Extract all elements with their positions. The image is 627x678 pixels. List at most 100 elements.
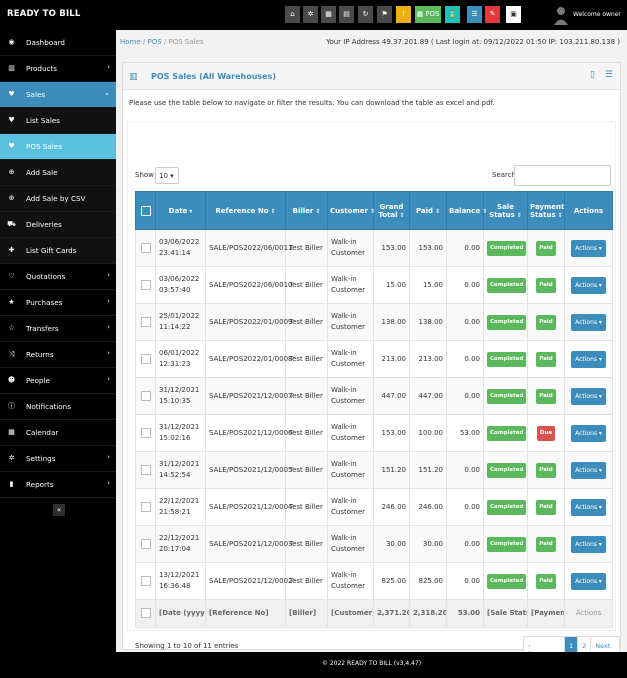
filter-sale-status[interactable]: [Sale Status] [483,599,528,628]
page-size-select[interactable]: 10 ▾ [155,167,179,184]
sidebar-item-settings[interactable]: ✲ Settings › [0,446,116,472]
row-checkbox-cell[interactable] [135,340,156,378]
row-checkbox[interactable] [140,316,151,327]
row-actions-button[interactable]: Actions ▾ [571,498,606,516]
footer-checkbox-cell[interactable] [135,599,156,628]
row-checkbox[interactable] [140,353,151,364]
sidebar-item-dashboard[interactable]: ◉ Dashboard [0,30,116,56]
sidebar-item-calendar[interactable]: ▦ Calendar [0,420,116,446]
row-checkbox-cell[interactable] [135,525,156,563]
sidebar-item-purchases[interactable]: ★ Purchases › [0,290,116,316]
table-row[interactable]: 22/12/2021 20:17:04 SALE/POS2021/12/0003 T… [135,525,613,563]
calendar-icon[interactable]: ▤ [339,6,354,23]
row-actions-button[interactable]: Actions ▾ [571,424,606,442]
gears-icon[interactable]: ✲ [303,6,318,23]
sidebar-item-add-sale[interactable]: ⊕ Add Sale [0,160,116,186]
table-row[interactable]: 31/12/2021 15:10:35 SALE/POS2021/12/0007 T… [135,377,613,415]
row-checkbox[interactable] [140,242,151,253]
col-reference[interactable]: Reference No ⇕ [205,191,286,230]
col-sale-status[interactable]: Sale Status ⇕ [483,191,528,230]
table-row[interactable]: 03/06/2022 03:57:40 SALE/POS2022/06/0010 T… [135,266,613,304]
row-checkbox-cell[interactable] [135,414,156,452]
breadcrumb-pos-link[interactable]: POS [147,38,162,46]
table-row[interactable]: 13/12/2021 16:36:48 SALE/POS2021/12/0002 T… [135,562,613,600]
collapse-sidebar-button[interactable]: « [53,504,65,516]
row-checkbox-cell[interactable] [135,451,156,489]
col-date[interactable]: Date ▾ [155,191,206,230]
row-checkbox[interactable] [140,279,151,290]
sidebar-item-pos-sales[interactable]: ♥ POS Sales [0,134,116,160]
row-actions-button[interactable]: Actions ▾ [571,387,606,405]
row-checkbox[interactable] [140,501,151,512]
col-paid[interactable]: Paid ⇕ [409,191,447,230]
mobile-view-icon[interactable]: ▯ [590,70,595,80]
grid-icon[interactable]: ▣ [506,6,521,23]
table-row[interactable]: 03/06/2022 23:41:14 SALE/POS2022/06/0011 T… [135,229,613,267]
hourglass-icon[interactable]: ⌛ [445,6,460,23]
filter-reference[interactable]: [Reference No] [205,599,286,628]
row-actions-button[interactable]: Actions ▾ [571,461,606,479]
row-checkbox-cell[interactable] [135,377,156,415]
edit-icon[interactable]: ✎ [485,6,500,23]
page-2-button[interactable]: 2 [578,637,592,654]
sidebar-item-deliveries[interactable]: ⛟ Deliveries [0,212,116,238]
filter-customer[interactable]: [Customer] [327,599,374,628]
row-checkbox[interactable] [140,464,151,475]
calculator-icon[interactable]: ▦ [321,6,336,23]
table-row[interactable]: 25/01/2022 11:14:22 SALE/POS2022/01/0009 T… [135,303,613,341]
col-grand-total[interactable]: Grand Total ⇕ [373,191,410,230]
page-1-button[interactable]: 1 [565,637,579,654]
table-row[interactable]: 31/12/2021 15:02:16 SALE/POS2021/12/0006 T… [135,414,613,452]
search-input[interactable] [514,165,611,186]
row-checkbox[interactable] [140,427,151,438]
pos-button[interactable]: ▦ POS [415,6,441,23]
sidebar-item-reports[interactable]: ▮ Reports › [0,472,116,498]
table-row[interactable]: 06/01/2022 12:31:23 SALE/POS2022/01/0008 T… [135,340,613,378]
sidebar-item-returns[interactable]: ⤨ Returns › [0,342,116,368]
row-actions-button[interactable]: Actions ▾ [571,276,606,294]
breadcrumb-home-link[interactable]: Home [120,38,141,46]
select-all-checkbox-header[interactable] [135,191,156,230]
row-checkbox-cell[interactable] [135,266,156,304]
sidebar-item-transfers[interactable]: ☆ Transfers › [0,316,116,342]
app-logo[interactable]: READY TO BILL [7,9,81,19]
sidebar-item-add-sale-by-csv[interactable]: ⊕ Add Sale by CSV [0,186,116,212]
table-row[interactable]: 22/12/2021 21:58:21 SALE/POS2021/12/0004 T… [135,488,613,526]
alert-icon[interactable]: ! [396,6,411,23]
sidebar-item-quotations[interactable]: ♡ Quotations › [0,264,116,290]
row-actions-button[interactable]: Actions ▾ [571,572,606,590]
sidebar-item-people[interactable]: ☻ People › [0,368,116,394]
col-biller[interactable]: Biller ⇕ [285,191,328,230]
row-checkbox-cell[interactable] [135,303,156,341]
user-avatar-icon[interactable] [553,5,569,25]
footer-checkbox[interactable] [140,608,151,618]
flag-icon[interactable]: ⚑ [377,6,392,23]
row-checkbox[interactable] [140,538,151,549]
row-actions-button[interactable]: Actions ▾ [571,239,606,257]
list-icon[interactable]: ☰ [467,6,482,23]
col-payment-status[interactable]: Payment Status ⇕ [527,191,565,230]
row-checkbox-cell[interactable] [135,562,156,600]
sidebar-item-products[interactable]: ▥ Products › [0,56,116,82]
tasks-menu-icon[interactable]: ☰ [604,70,613,80]
sidebar-item-sales[interactable]: ♥ Sales ⌄ [0,82,116,108]
filter-date[interactable]: [Date (yyyy-mm-dd)] [155,599,206,628]
table-row[interactable]: 31/12/2021 14:52:54 SALE/POS2021/12/0005 T… [135,451,613,489]
refresh-icon[interactable]: ↻ [358,6,373,23]
row-checkbox-cell[interactable] [135,229,156,267]
row-checkbox[interactable] [140,390,151,401]
col-balance[interactable]: Balance ⇕ [446,191,487,230]
sidebar-item-notifications[interactable]: ⓘ Notifications [0,394,116,420]
row-checkbox-cell[interactable] [135,488,156,526]
row-actions-button[interactable]: Actions ▾ [571,535,606,553]
welcome-user-menu[interactable]: Welcome owner [573,11,621,18]
sidebar-item-list-gift-cards[interactable]: ✚ List Gift Cards [0,238,116,264]
sidebar-item-list-sales[interactable]: ♥ List Sales [0,108,116,134]
row-actions-button[interactable]: Actions ▾ [571,350,606,368]
col-customer[interactable]: Customer ⇕ [327,191,375,230]
select-all-checkbox[interactable] [140,205,151,216]
filter-payment-status[interactable]: [Payment Status] [527,599,565,628]
filter-biller[interactable]: [Biller] [285,599,328,628]
home-icon[interactable]: ⌂ [285,6,300,23]
row-checkbox[interactable] [140,575,151,586]
